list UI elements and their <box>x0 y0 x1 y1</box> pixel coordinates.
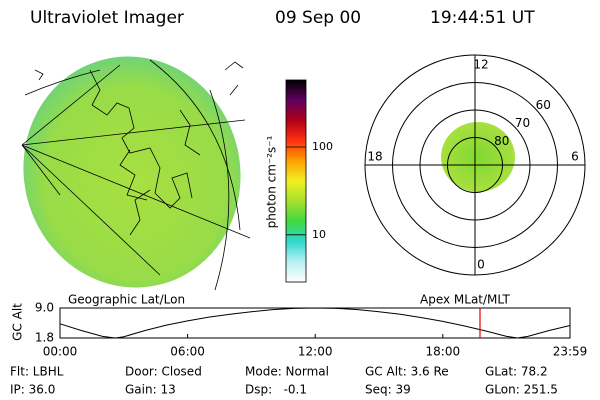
polar-plot: 80 70 60 12 18 0 6 <box>364 54 586 276</box>
left-label: Geographic Lat/Lon <box>68 293 185 307</box>
status-field: GLat: 78.2 <box>485 365 548 379</box>
y-tick-label: 1.8 <box>35 331 54 345</box>
right-label: Apex MLat/MLT <box>420 293 510 307</box>
y-tick-label: 9.0 <box>35 301 54 315</box>
mlt-label: 0 <box>477 258 485 272</box>
status-field: Door: Closed <box>125 365 202 379</box>
colorbar-tick-label: 10 <box>312 228 326 241</box>
title: Ultraviolet Imager <box>30 8 184 28</box>
time: 19:44:51 UT <box>430 8 535 28</box>
mlt-label: 18 <box>367 150 382 164</box>
x-tick-label: 00:00 <box>43 345 78 359</box>
mlt-label: 12 <box>473 58 488 72</box>
image-overlay <box>21 59 251 291</box>
x-tick-label: 12:00 <box>298 345 333 359</box>
status-field: Gain: 13 <box>125 383 176 397</box>
status-field: Dsp: -0.1 <box>245 383 307 397</box>
colorbar-label: photon cm⁻²s⁻¹ <box>265 135 279 228</box>
aurora-blob <box>441 122 515 192</box>
status-field: IP: 36.0 <box>10 383 55 397</box>
status-field: Seq: 39 <box>365 383 411 397</box>
ring-label: 80 <box>494 134 509 148</box>
status-field: Mode: Normal <box>245 365 329 379</box>
x-tick-label: 18:00 <box>426 345 461 359</box>
ring-label: 70 <box>515 116 530 130</box>
x-tick-label: 23:59 <box>553 345 588 359</box>
y-axis-label: GC Alt <box>11 303 25 341</box>
status-field: GC Alt: 3.6 Re <box>365 365 449 379</box>
status-field: Flt: LBHL <box>10 365 64 379</box>
x-tick-label: 06:00 <box>170 345 205 359</box>
uv-image <box>21 56 251 291</box>
mlt-label: 6 <box>571 150 579 164</box>
altitude-line <box>59 307 571 339</box>
colorbar <box>285 79 307 283</box>
status-field: GLon: 251.5 <box>485 383 558 397</box>
ring-label: 60 <box>536 98 551 112</box>
colorbar-tick-label: 100 <box>312 140 333 153</box>
date: 09 Sep 00 <box>275 8 361 28</box>
image-disk <box>23 56 241 288</box>
